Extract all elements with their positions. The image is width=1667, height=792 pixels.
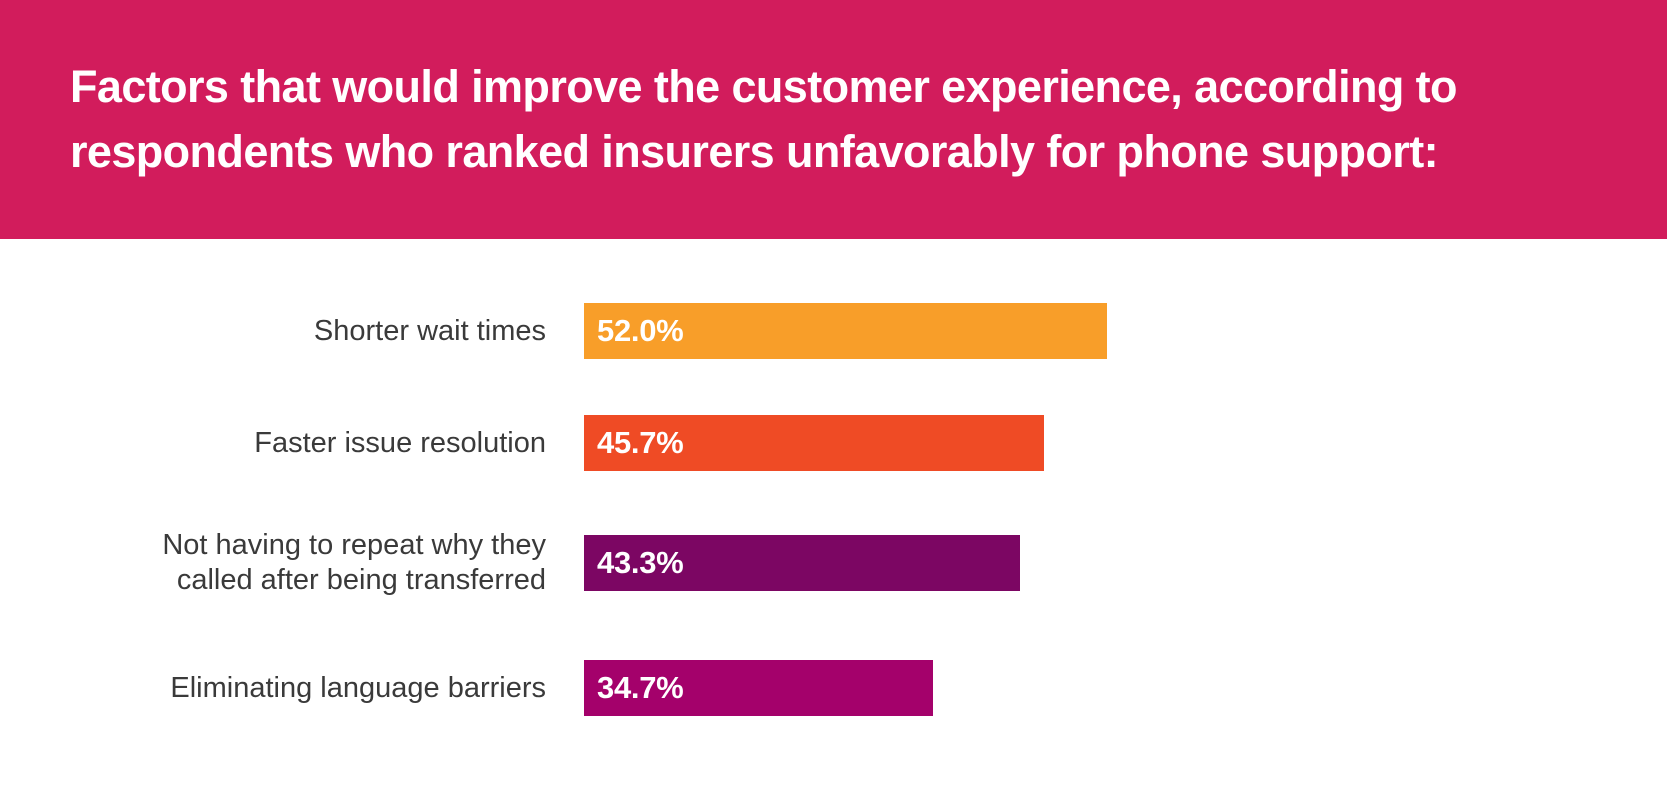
- chart-row: Not having to repeat why they called aft…: [0, 529, 1667, 596]
- chart-row: Faster issue resolution 45.7%: [0, 415, 1667, 471]
- value-label: 45.7%: [597, 425, 684, 460]
- chart-title-line2: respondents who ranked insurers unfavora…: [70, 126, 1439, 177]
- bar-segment: 52.0%: [584, 303, 1107, 359]
- header-banner: Factors that would improve the customer …: [0, 0, 1667, 239]
- value-label: 34.7%: [597, 670, 684, 705]
- bar-segment: 43.3%: [584, 535, 1020, 591]
- chart-row: Eliminating language barriers 34.7%: [0, 660, 1667, 716]
- category-label: Not having to repeat why they called aft…: [162, 529, 546, 596]
- category-label: Shorter wait times: [313, 314, 546, 347]
- label-bar-gap: [546, 535, 584, 591]
- label-bar-gap: [546, 415, 584, 471]
- chart-title-line1: Factors that would improve the customer …: [70, 61, 1458, 112]
- bar-segment: 34.7%: [584, 660, 933, 716]
- bar-segment: 45.7%: [584, 415, 1044, 471]
- category-label: Faster issue resolution: [254, 426, 546, 459]
- chart-title: Factors that would improve the customer …: [70, 54, 1458, 184]
- label-bar-gap: [546, 660, 584, 716]
- category-label: Eliminating language barriers: [170, 671, 546, 704]
- label-bar-gap: [546, 303, 584, 359]
- value-label: 52.0%: [597, 313, 684, 348]
- value-label: 43.3%: [597, 545, 684, 580]
- chart-row: Shorter wait times 52.0%: [0, 303, 1667, 359]
